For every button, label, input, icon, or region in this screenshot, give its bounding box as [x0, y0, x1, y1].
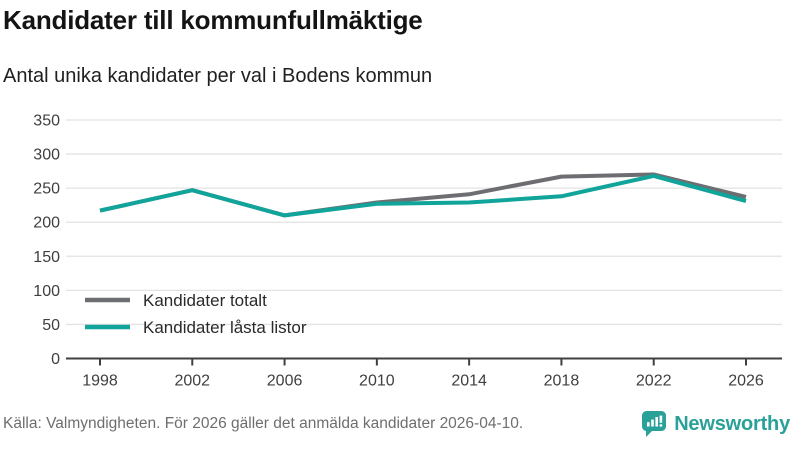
x-axis-tick-label: 2022 — [636, 373, 672, 390]
x-axis-tick-label: 2014 — [451, 373, 487, 390]
source-note: Källa: Valmyndigheten. För 2026 gäller d… — [3, 415, 524, 432]
y-axis-tick-label: 100 — [33, 283, 60, 300]
chart-subtitle: Antal unika kandidater per val i Bodens … — [3, 64, 433, 87]
x-axis-tick-label: 2002 — [174, 373, 210, 390]
line-chart: 0 50 100 150 200 250 300 350 1998 2002 2006 2010 201… — [33, 113, 782, 390]
y-axis-tick-label: 0 — [51, 351, 60, 368]
series-line-1 — [99, 173, 747, 218]
chart-title: Kandidater till kommunfullmäktige — [3, 5, 423, 35]
newsworthy-logo-icon — [642, 411, 667, 437]
x-axis-tick-label: 2010 — [359, 373, 395, 390]
y-axis-tick-label: 350 — [33, 113, 60, 130]
chart-footer: Källa: Valmyndigheten. För 2026 gäller d… — [0, 404, 800, 450]
x-axis-tick-label: 2018 — [544, 373, 580, 390]
y-axis-tick-label: 50 — [42, 317, 60, 334]
newsworthy-brand-name: Newsworthy — [674, 412, 790, 435]
x-axis-tick-label: 2006 — [267, 373, 303, 390]
x-axis-tick-label: 2026 — [728, 373, 764, 390]
x-axis-tick-label: 1998 — [82, 373, 118, 390]
y-axis-tick-label: 300 — [33, 147, 60, 164]
legend-label-0: Kandidater totalt — [143, 291, 267, 310]
newsworthy-brand-link[interactable]: Newsworthy — [641, 410, 790, 438]
y-axis-tick-label: 250 — [33, 181, 60, 198]
y-axis-tick-label: 150 — [33, 249, 60, 266]
series-line-0 — [99, 172, 747, 218]
y-axis-tick-label: 200 — [33, 215, 60, 232]
chart-header: Kandidater till kommunfullmäktige Antal … — [3, 4, 792, 88]
legend-label-1: Kandidater låsta listor — [143, 318, 307, 337]
